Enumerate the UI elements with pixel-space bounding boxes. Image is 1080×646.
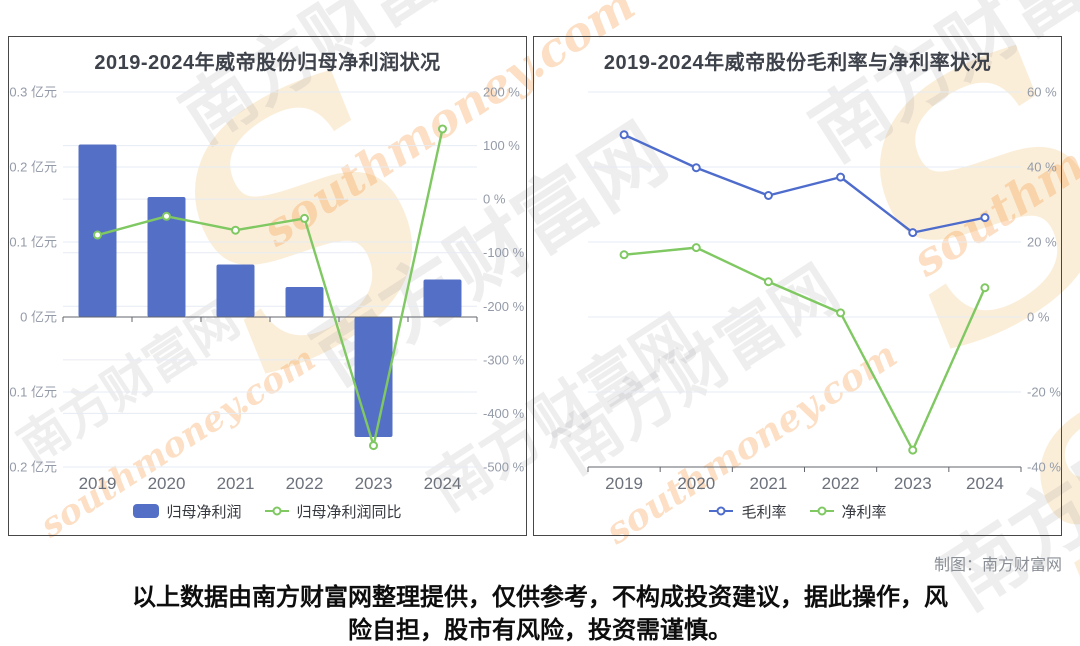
- svg-text:2024: 2024: [966, 474, 1004, 493]
- bar-series-swatch-icon: [133, 504, 160, 518]
- svg-text:-100 %: -100 %: [483, 245, 525, 260]
- svg-text:20 %: 20 %: [1027, 235, 1057, 250]
- svg-text:-0.1 亿元: -0.1 亿元: [9, 385, 57, 400]
- line-series-swatch-icon: [264, 506, 289, 516]
- legend-item-net-margin[interactable]: 净利率: [809, 501, 887, 522]
- legend-item-gross-margin[interactable]: 毛利率: [708, 501, 787, 522]
- svg-text:200 %: 200 %: [483, 85, 520, 100]
- svg-text:2022: 2022: [286, 474, 324, 493]
- chart-credit: 制图：南方财富网: [933, 557, 1062, 574]
- legend-label: 归母净利润同比: [296, 503, 402, 521]
- margin-chart[interactable]: 60 % 40 % 20 % 0 % -20 % -40 % 2019 2020 2021 202…: [534, 37, 1061, 535]
- svg-text:2020: 2020: [677, 474, 715, 493]
- svg-text:2022: 2022: [822, 474, 860, 493]
- svg-text:-200 %: -200 %: [483, 299, 525, 314]
- svg-text:2021: 2021: [750, 474, 788, 493]
- net-profit-chart-title: 2019-2024年威帝股份归母净利润状况: [94, 52, 441, 74]
- svg-text:40 %: 40 %: [1027, 160, 1057, 175]
- margin-chart-title: 2019-2024年威帝股份毛利率与净利率状况: [603, 52, 992, 74]
- svg-text:0 %: 0 %: [1027, 310, 1050, 325]
- svg-text:0.2 亿元: 0.2 亿元: [9, 160, 57, 175]
- svg-text:60 %: 60 %: [1027, 85, 1057, 100]
- svg-text:0 亿元: 0 亿元: [20, 310, 57, 325]
- net-profit-chart-panel: 2019-2024年威帝股份归母净利润状况 0.3 亿元 0.2 亿元 0.1 亿元…: [8, 36, 527, 536]
- svg-text:-40 %: -40 %: [1027, 460, 1061, 475]
- legend-item-net-profit[interactable]: 归母净利润: [133, 501, 242, 522]
- svg-text:-0.2 亿元: -0.2 亿元: [9, 460, 57, 475]
- svg-text:2019: 2019: [79, 474, 117, 493]
- svg-text:-300 %: -300 %: [483, 352, 525, 367]
- legend-item-net-profit-yoy[interactable]: 归母净利润同比: [264, 501, 402, 522]
- svg-text:2021: 2021: [217, 474, 255, 493]
- svg-text:100 %: 100 %: [483, 138, 520, 153]
- svg-text:2023: 2023: [355, 474, 393, 493]
- svg-text:0.1 亿元: 0.1 亿元: [9, 235, 57, 250]
- legend-label: 净利率: [841, 503, 887, 521]
- line-series-swatch-icon: [709, 506, 734, 516]
- margin-chart-legend: 毛利率 净利率: [534, 500, 1061, 522]
- disclaimer-text: 以上数据由南方财富网整理提供，仅供参考，不构成投资建议，据此操作，风 险自担，股…: [132, 584, 948, 644]
- net-profit-chart[interactable]: 0.3 亿元 0.2 亿元 0.1 亿元 0 亿元 -0.1 亿元 -0.2 亿元 200 …: [9, 37, 526, 535]
- net-profit-chart-legend: 归母净利润 归母净利润同比: [9, 500, 526, 522]
- svg-text:-400 %: -400 %: [483, 406, 525, 421]
- svg-text:0 %: 0 %: [483, 192, 506, 207]
- svg-text:2023: 2023: [894, 474, 932, 493]
- svg-text:0.3 亿元: 0.3 亿元: [9, 85, 57, 100]
- legend-label: 毛利率: [741, 503, 787, 521]
- svg-text:2024: 2024: [424, 474, 462, 493]
- line-series-swatch-icon: [809, 506, 834, 516]
- margin-chart-panel: 2019-2024年威帝股份毛利率与净利率状况 60 % 40 % 20 % 0 % -…: [533, 36, 1062, 536]
- svg-text:-20 %: -20 %: [1027, 385, 1061, 400]
- svg-text:2020: 2020: [148, 474, 186, 493]
- legend-label: 归母净利润: [166, 503, 242, 521]
- svg-text:2019: 2019: [605, 474, 643, 493]
- svg-text:-500 %: -500 %: [483, 460, 525, 475]
